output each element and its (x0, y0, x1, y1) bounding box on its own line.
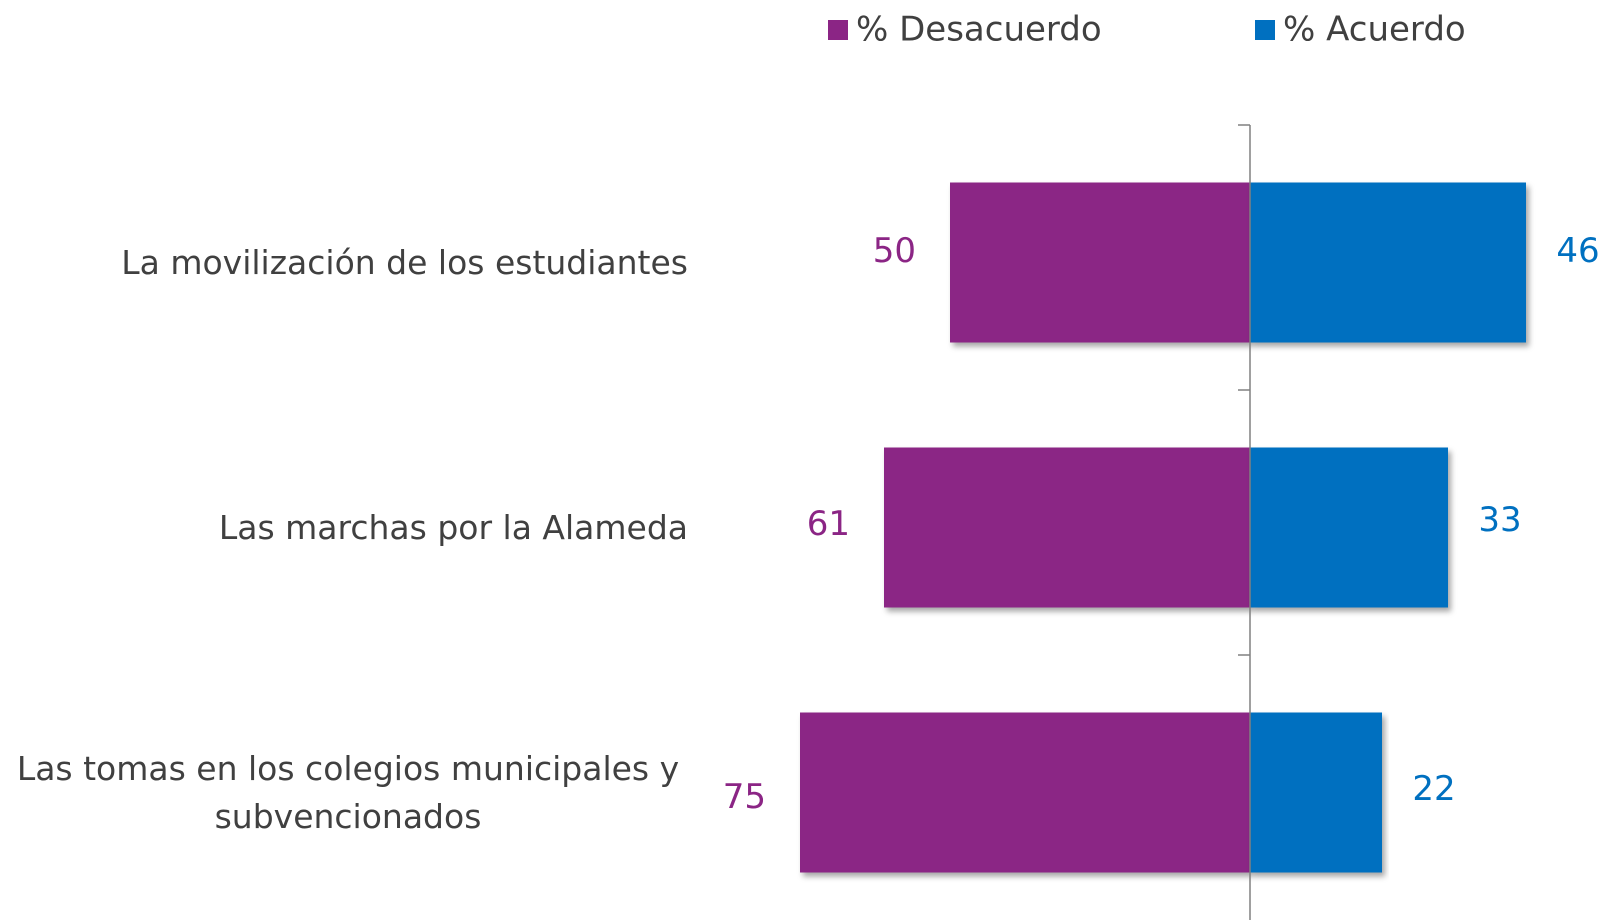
category-label: Las marchas por la Alameda (218, 507, 688, 547)
value-label: 46 (1556, 231, 1599, 271)
category-label: La movilización de los estudiantes (121, 242, 688, 282)
legend-swatch (828, 20, 848, 40)
value-label: 33 (1478, 500, 1521, 540)
legend-swatch (1255, 20, 1275, 40)
bar (884, 447, 1250, 608)
value-label: 61 (807, 504, 850, 544)
value-label: 50 (873, 231, 916, 271)
legend-label: % Acuerdo (1283, 10, 1466, 50)
bar (1250, 447, 1448, 608)
category-label: Las tomas en los colegios municipales y … (16, 748, 680, 836)
bar (800, 712, 1250, 873)
bar (1250, 182, 1526, 343)
bar (950, 182, 1250, 343)
bar (1250, 712, 1382, 873)
legend-label: % Desacuerdo (856, 10, 1102, 50)
value-label: 75 (723, 777, 766, 817)
value-label: 22 (1412, 769, 1455, 809)
